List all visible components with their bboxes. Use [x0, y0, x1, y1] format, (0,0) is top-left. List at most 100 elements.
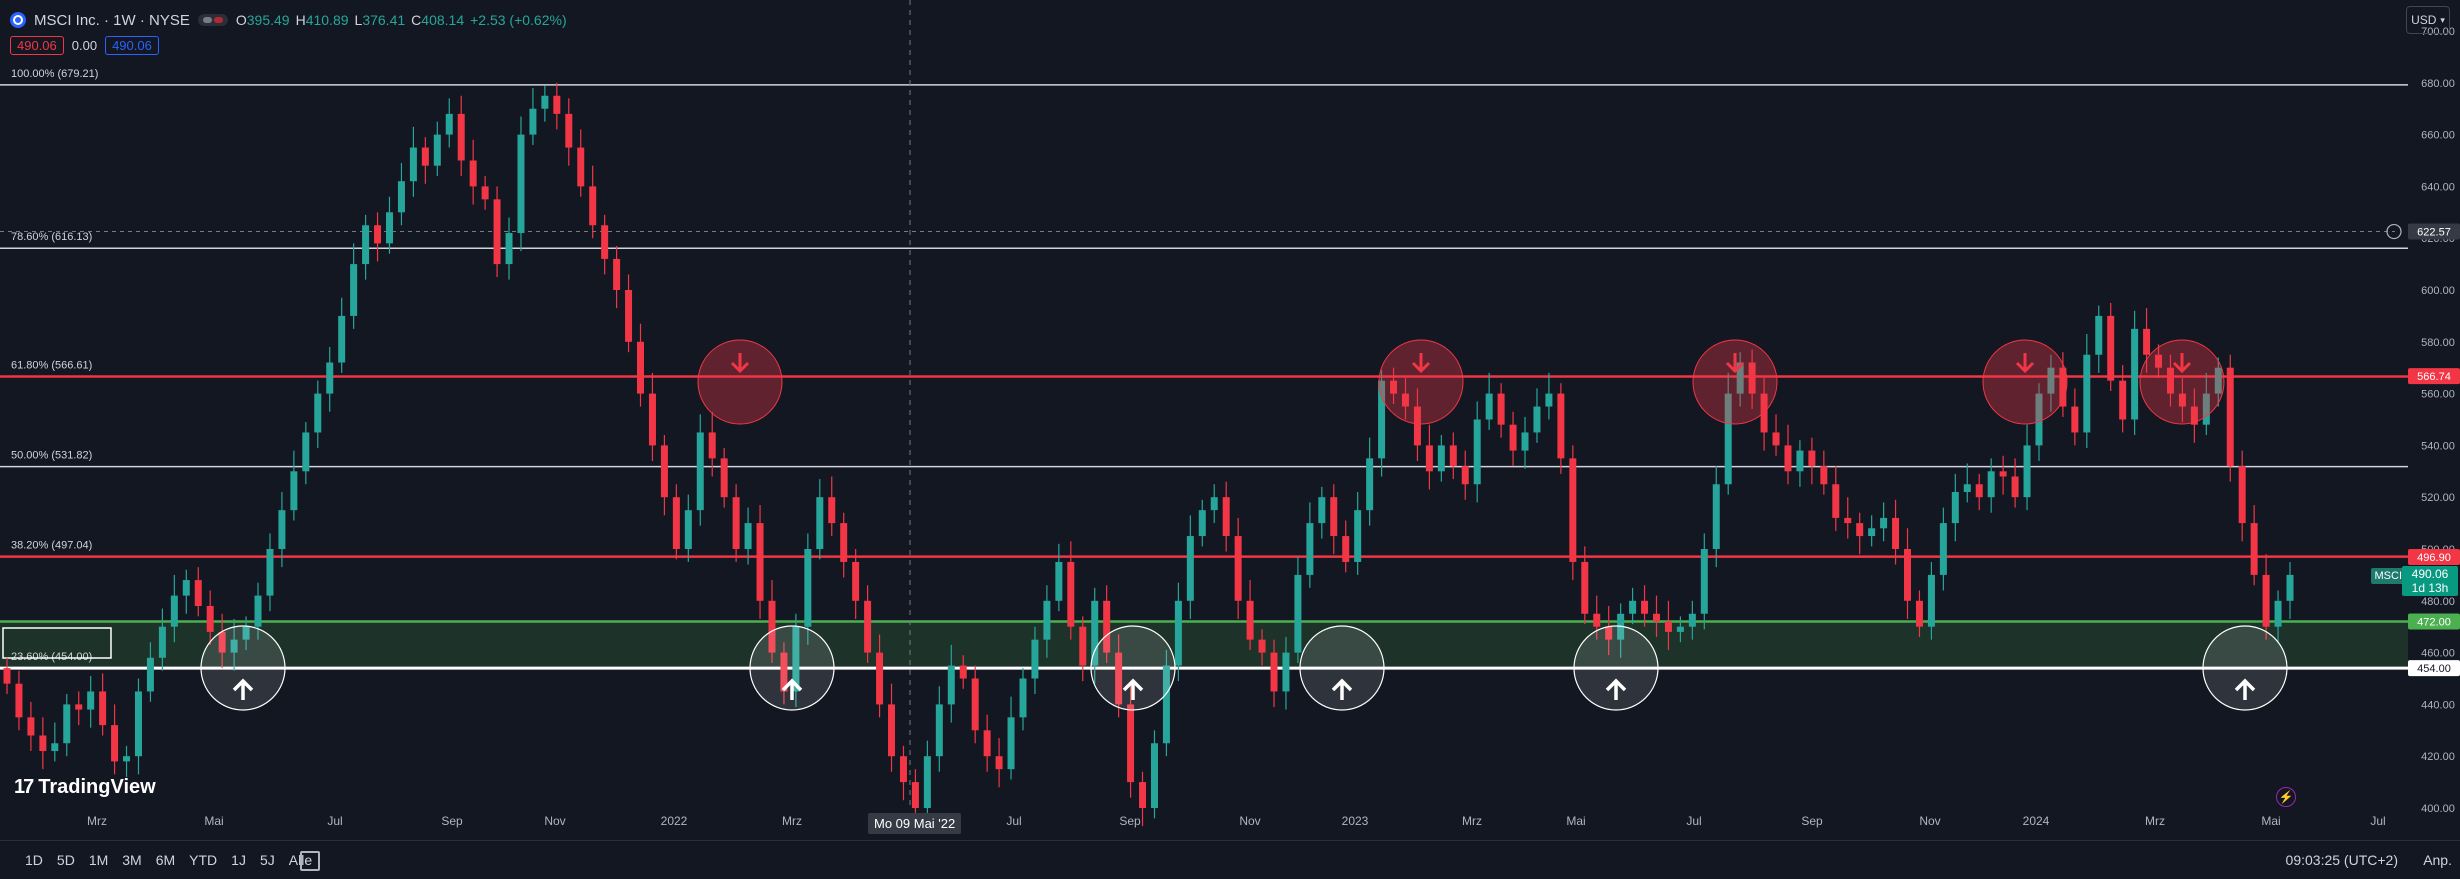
- candle-body: [1784, 445, 1792, 472]
- candle-body: [1127, 704, 1135, 783]
- candle-body: [1067, 561, 1075, 627]
- x-tick-label: Jul: [2370, 814, 2385, 828]
- y-tick-label: 580.00: [2421, 337, 2455, 349]
- candle-body: [780, 652, 788, 692]
- timeframe-buttons: 1D 5D 1M 3M 6M YTD 1J 5J Alle: [18, 852, 319, 868]
- arrow-down-icon: [2015, 353, 2035, 374]
- x-tick-label: Sep: [1801, 814, 1823, 828]
- range-ytd[interactable]: YTD: [189, 852, 218, 868]
- x-tick-label: 2022: [661, 814, 688, 828]
- x-tick-label: Sep: [441, 814, 463, 828]
- calendar-icon[interactable]: [300, 851, 320, 871]
- range-6m[interactable]: 6M: [155, 852, 176, 868]
- candle-body: [1234, 536, 1242, 601]
- support-marker: [200, 625, 286, 711]
- candle-body: [254, 595, 262, 627]
- candle-body: [1366, 458, 1374, 511]
- candle-body: [1162, 665, 1170, 744]
- candle-body: [51, 743, 59, 752]
- candle-body: [1306, 523, 1314, 575]
- candle-body: [302, 432, 310, 472]
- candle-body: [804, 549, 812, 627]
- tradingview-logo[interactable]: 17 TradingView: [14, 776, 156, 799]
- range-5j[interactable]: 5J: [259, 852, 275, 868]
- price-badge-label: 454.00: [2417, 663, 2451, 675]
- visibility-toggle[interactable]: [197, 14, 228, 26]
- candle-body: [1270, 652, 1278, 692]
- sell-button[interactable]: 490.06: [10, 36, 64, 55]
- candle-body: [2238, 466, 2246, 524]
- candle-body: [1198, 510, 1206, 537]
- candle-body: [1664, 621, 1672, 632]
- resistance-marker: [1982, 339, 2068, 425]
- candle-body: [1569, 458, 1577, 562]
- candle-body: [457, 113, 465, 161]
- candle-body: [1521, 432, 1529, 451]
- chart-header: MSCI Inc. · 1W · NYSE O395.49 H410.89 L3…: [10, 9, 567, 31]
- candle-body: [1461, 466, 1469, 485]
- y-tick-label: 460.00: [2421, 648, 2455, 660]
- buy-button[interactable]: 490.06: [105, 36, 159, 55]
- candle-body: [99, 691, 107, 726]
- candle-body: [672, 497, 680, 549]
- candle-body: [1868, 528, 1876, 537]
- candle-body: [1641, 600, 1649, 614]
- range-3m[interactable]: 3M: [122, 852, 142, 868]
- range-1m[interactable]: 1M: [88, 852, 109, 868]
- fib-label: 61.80% (566.61): [11, 359, 92, 371]
- clock-readout[interactable]: 09:03:25 (UTC+2): [2285, 852, 2398, 868]
- candle-body: [1007, 717, 1015, 770]
- candle-body: [589, 186, 597, 226]
- x-tick-label: Mai: [2261, 814, 2280, 828]
- arrow-down-icon: [1725, 353, 1745, 374]
- candle-body: [1282, 652, 1290, 692]
- candle-body: [2274, 600, 2282, 627]
- candle-body: [1055, 561, 1063, 601]
- candle-body: [1246, 600, 1254, 640]
- candle-body: [230, 639, 238, 653]
- candle-body: [1904, 549, 1912, 601]
- candle-body: [218, 631, 226, 653]
- range-1d[interactable]: 1D: [25, 852, 43, 868]
- candle-body: [2286, 574, 2294, 601]
- range-1j[interactable]: 1J: [231, 852, 246, 868]
- arrow-down-icon: [1411, 353, 1431, 374]
- symbol-title[interactable]: MSCI Inc. · 1W · NYSE: [34, 11, 190, 29]
- currency-select[interactable]: USD ▾: [2406, 6, 2450, 34]
- lightning-icon[interactable]: ⚡: [2276, 787, 2296, 807]
- adjust-button[interactable]: Anp.: [2423, 852, 2452, 868]
- candle-body: [2190, 406, 2198, 425]
- candle-body: [1856, 523, 1864, 537]
- resistance-marker: [1378, 339, 1464, 425]
- x-tick-label: Jul: [1006, 814, 1021, 828]
- range-5d[interactable]: 5D: [56, 852, 75, 868]
- candle-body: [613, 258, 621, 290]
- price-badge: [2408, 613, 2460, 630]
- candle-body: [421, 147, 429, 166]
- candle-body: [1533, 406, 1541, 433]
- candle-body: [1605, 626, 1613, 640]
- candle-body: [1892, 517, 1900, 549]
- candle-body: [242, 626, 250, 640]
- candle-body: [864, 600, 872, 653]
- msci-logo-icon: [10, 12, 26, 28]
- candle-body: [888, 704, 896, 757]
- candle-body: [1437, 445, 1445, 472]
- support-zone: [0, 621, 2408, 669]
- resistance-marker: [1692, 339, 1778, 425]
- candle-body: [146, 657, 154, 692]
- candle-body: [505, 233, 513, 265]
- candle-body: [1987, 471, 1995, 498]
- candle-body: [493, 199, 501, 265]
- arrow-up-icon: [1122, 678, 1144, 700]
- candle-body: [2035, 393, 2043, 446]
- candle-body: [1700, 549, 1708, 614]
- candle-body: [1378, 380, 1386, 459]
- eye-icon: [202, 17, 212, 23]
- candle-body: [1820, 466, 1828, 485]
- candle-body: [792, 626, 800, 692]
- last-price: 490.06: [2411, 567, 2449, 581]
- support-marker: [1090, 625, 1176, 711]
- y-tick-label: 480.00: [2421, 596, 2455, 608]
